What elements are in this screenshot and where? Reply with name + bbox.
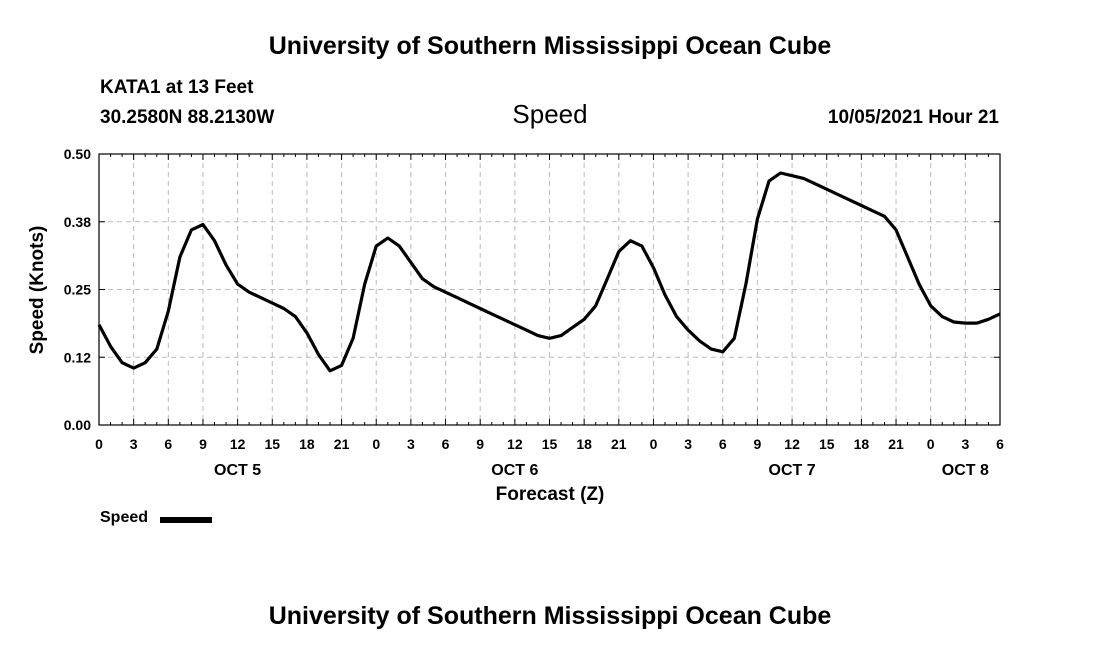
- y-tick-label: 0.25: [64, 282, 91, 298]
- x-tick-label: 6: [996, 436, 1004, 452]
- x-tick-label: 9: [199, 436, 207, 452]
- x-tick-label: 12: [230, 436, 246, 452]
- x-tick-label: 0: [927, 436, 935, 452]
- x-tick-label: 15: [819, 436, 835, 452]
- timestamp-label: 10/05/2021 Hour 21: [827, 107, 999, 128]
- x-tick-label: 9: [754, 436, 762, 452]
- x-tick-label: 0: [372, 436, 380, 452]
- chart-ticks: 0 3 6 9 12 15 18 21 0 3 6 9 12 15 18 21 0 3 6 9 12 15 18 21 0 3 6 0…: [64, 146, 1004, 479]
- legend-label: Speed: [100, 509, 149, 526]
- x-tick-label: 21: [611, 436, 627, 452]
- x-tick-label: 0: [650, 436, 658, 452]
- date-label: OCT 6: [491, 462, 538, 479]
- x-tick-label: 18: [854, 436, 870, 452]
- footer-title: University of Southern Mississippi Ocean…: [268, 602, 832, 630]
- x-tick-label: 15: [542, 436, 558, 452]
- x-tick-label: 3: [407, 436, 415, 452]
- y-tick-label: 0.12: [64, 349, 91, 365]
- x-tick-label: 12: [507, 436, 523, 452]
- x-tick-label: 3: [684, 436, 692, 452]
- y-tick-label: 0.00: [64, 417, 91, 433]
- x-tick-label: 15: [264, 436, 280, 452]
- date-label: OCT 8: [942, 462, 989, 479]
- x-axis-label: Forecast (Z): [496, 484, 605, 505]
- y-axis-label: Speed (Knots): [27, 226, 48, 355]
- x-tick-label: 9: [476, 436, 484, 452]
- x-tick-label: 3: [130, 436, 138, 452]
- chart-title: Speed: [512, 99, 588, 129]
- x-tick-label: 18: [299, 436, 315, 452]
- x-tick-label: 0: [95, 436, 103, 452]
- x-tick-label: 12: [784, 436, 800, 452]
- legend-swatch: [160, 517, 212, 523]
- date-label: OCT 7: [769, 462, 816, 479]
- y-tick-label: 0.38: [64, 214, 91, 230]
- x-tick-label: 18: [576, 436, 592, 452]
- speed-series-line: [97, 171, 1001, 373]
- station-coordinates: 30.2580N 88.2130W: [100, 107, 275, 128]
- x-tick-label: 21: [334, 436, 350, 452]
- x-tick-label: 3: [961, 436, 969, 452]
- x-tick-label: 21: [888, 436, 904, 452]
- y-tick-label: 0.50: [64, 146, 91, 162]
- station-label: KATA1 at 13 Feet: [100, 77, 254, 98]
- date-label: OCT 5: [214, 462, 261, 479]
- x-tick-label: 6: [164, 436, 172, 452]
- chart-grid: [99, 154, 1000, 425]
- x-tick-label: 6: [719, 436, 727, 452]
- page-title: University of Southern Mississippi Ocean…: [268, 32, 832, 60]
- x-tick-label: 6: [442, 436, 450, 452]
